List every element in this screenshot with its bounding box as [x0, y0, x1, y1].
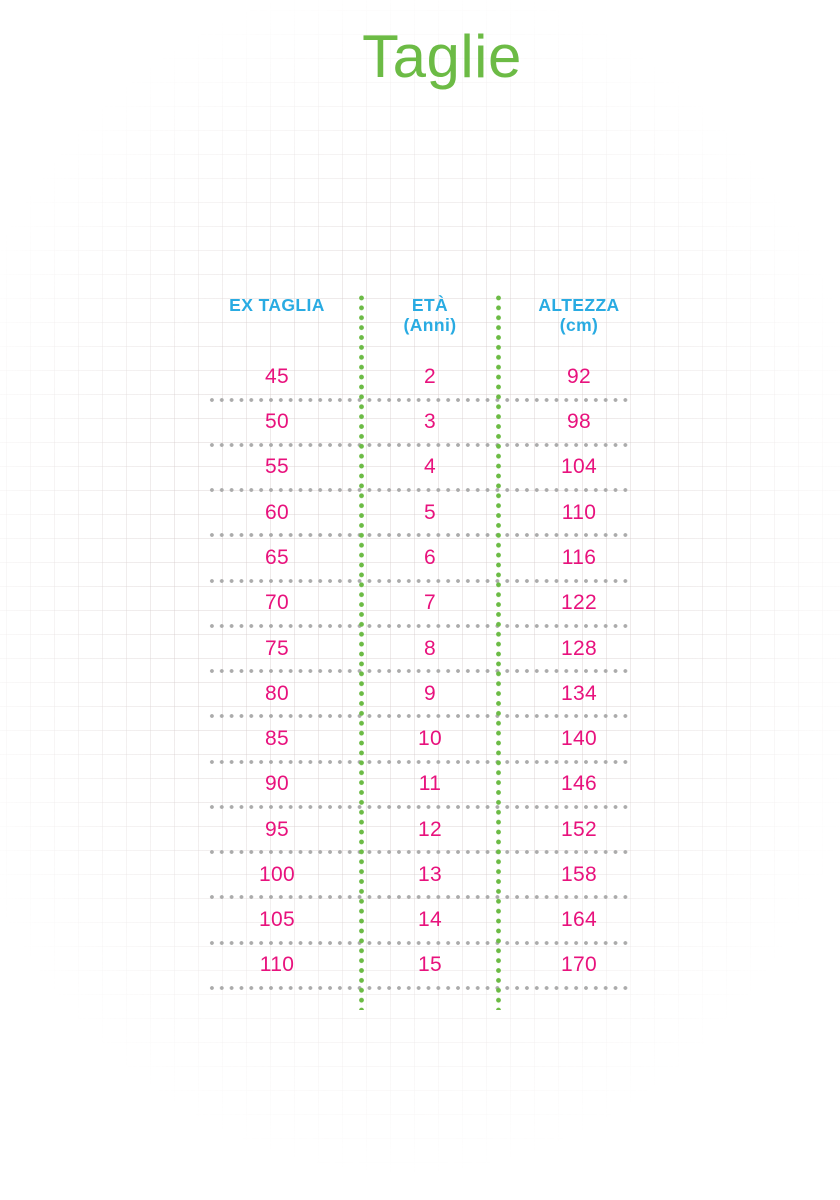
table-cell: 14 [418, 908, 442, 932]
table-cell: 5 [424, 500, 436, 524]
table-cell: 134 [561, 681, 597, 705]
table-cell: 50 [265, 410, 289, 434]
table-cell: 116 [561, 545, 597, 569]
table-cell: 146 [561, 772, 597, 796]
column-header-label: ALTEZZA [538, 295, 620, 315]
table-header-row: EX TAGLIA ETÀ (Anni) ALTEZZA (cm) [207, 295, 633, 342]
column-header: ALTEZZA (cm) [509, 295, 649, 335]
table-cell: 170 [561, 953, 597, 977]
table-cell: 158 [561, 862, 597, 886]
column-header-label: EX TAGLIA [229, 295, 325, 315]
table-cell: 7 [424, 591, 436, 615]
table-cell: 9 [424, 681, 436, 705]
page-title: Taglie [362, 23, 522, 90]
table-row: 70 7 122 [207, 581, 633, 629]
table-row: 65 6 116 [207, 535, 633, 583]
table-row: 100 13 158 [207, 852, 633, 900]
table-cell: 105 [259, 908, 295, 932]
table-cell: 13 [418, 862, 442, 886]
table-cell: 80 [265, 681, 289, 705]
table-cell: 100 [259, 862, 295, 886]
table-cell: 104 [561, 455, 597, 479]
column-header-sublabel: (cm) [559, 314, 599, 335]
table-cell: 45 [265, 364, 289, 388]
table-row: 60 5 110 [207, 490, 633, 538]
table-cell: 85 [265, 727, 289, 751]
table-row: 50 3 98 [207, 400, 633, 448]
table-cell: 12 [418, 817, 442, 841]
column-separator-dotted-line [495, 293, 501, 1010]
table-cell: 140 [561, 727, 597, 751]
table-cell: 110 [561, 500, 597, 524]
table-cell: 164 [561, 908, 597, 932]
table-cell: 60 [265, 500, 289, 524]
table-row: 95 12 152 [207, 807, 633, 855]
table-row: 80 9 134 [207, 671, 633, 719]
column-separator-dotted-line [359, 293, 365, 1010]
table-cell: 6 [424, 545, 436, 569]
table-cell: 10 [418, 727, 442, 751]
table-cell: 152 [561, 817, 597, 841]
table-cell: 90 [265, 772, 289, 796]
table-cell: 95 [265, 817, 289, 841]
column-header-label: ETÀ [411, 295, 449, 315]
column-header-sublabel: (Anni) [403, 314, 457, 335]
table-cell: 11 [418, 772, 442, 796]
table-row: 105 14 164 [207, 897, 633, 946]
table-row: 55 4 104 [207, 445, 633, 493]
table-cell: 55 [265, 455, 289, 479]
table-cell: 70 [265, 591, 289, 615]
table-row: 45 2 92 [207, 354, 633, 402]
table-cell: 8 [424, 636, 436, 660]
table-cell: 15 [418, 953, 442, 977]
table-rows: 45 2 92 50 3 98 55 4 104 60 5 110 65 6 116 70 7 122 75 8 128… [207, 354, 633, 991]
table-cell: 128 [561, 636, 597, 660]
table-row: 110 15 170 [207, 943, 633, 991]
table-cell: 4 [424, 455, 436, 479]
table-row: 85 10 140 [207, 716, 633, 764]
table-cell: 110 [259, 953, 295, 977]
size-table: EX TAGLIA ETÀ (Anni) ALTEZZA (cm) 45 2 92 50 3 98… [207, 290, 633, 1018]
table-cell: 2 [424, 364, 436, 388]
table-cell: 3 [424, 410, 436, 434]
table-row: 90 11 146 [207, 762, 633, 810]
column-header: EX TAGLIA [207, 295, 347, 316]
table-row: 75 8 128 [207, 626, 633, 674]
table-cell: 122 [561, 591, 597, 615]
table-cell: 65 [265, 545, 289, 569]
table-cell: 75 [265, 636, 289, 660]
table-cell: 98 [567, 410, 591, 434]
table-cell: 92 [567, 364, 591, 388]
column-header: ETÀ (Anni) [360, 295, 500, 335]
